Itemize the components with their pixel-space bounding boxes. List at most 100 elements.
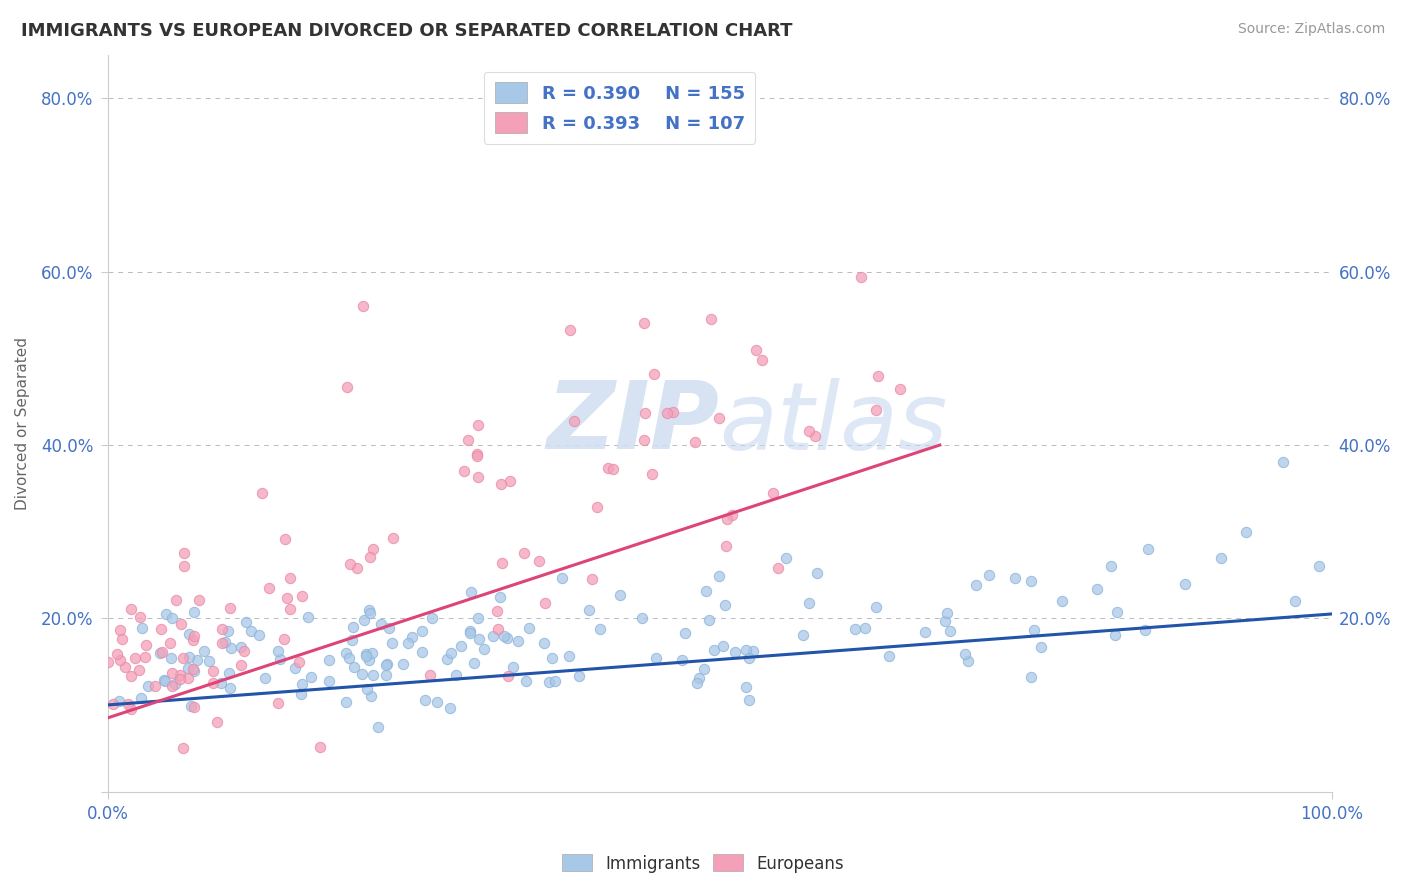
Point	[159, 636, 181, 650]
Point	[180, 699, 202, 714]
Point	[183, 606, 205, 620]
Point	[335, 646, 357, 660]
Point	[160, 666, 183, 681]
Point	[274, 532, 297, 546]
Point	[129, 610, 152, 624]
Point	[247, 628, 270, 642]
Point	[170, 616, 193, 631]
Point	[935, 607, 957, 621]
Point	[589, 622, 612, 636]
Point	[1107, 605, 1129, 619]
Point	[506, 633, 529, 648]
Point	[108, 694, 131, 708]
Point	[353, 613, 375, 627]
Point	[342, 620, 364, 634]
Point	[367, 721, 389, 735]
Point	[491, 557, 513, 571]
Point	[183, 665, 205, 679]
Point	[643, 367, 665, 381]
Point	[103, 697, 125, 711]
Point	[160, 679, 183, 693]
Point	[581, 572, 603, 586]
Point	[120, 669, 142, 683]
Point	[155, 607, 177, 621]
Point	[211, 622, 233, 636]
Point	[177, 672, 200, 686]
Point	[149, 646, 172, 660]
Point	[879, 649, 901, 664]
Point	[1031, 640, 1053, 655]
Point	[392, 657, 415, 671]
Point	[742, 644, 765, 658]
Point	[633, 317, 655, 331]
Point	[641, 467, 664, 481]
Point	[458, 624, 481, 638]
Point	[211, 636, 233, 650]
Point	[707, 569, 730, 583]
Point	[153, 674, 176, 689]
Point	[533, 636, 555, 650]
Point	[183, 629, 205, 643]
Point	[700, 312, 723, 326]
Point	[1133, 624, 1156, 638]
Point	[202, 665, 225, 679]
Point	[1085, 582, 1108, 596]
Point	[544, 674, 567, 689]
Point	[914, 625, 936, 640]
Point	[290, 677, 312, 691]
Point	[173, 546, 195, 560]
Point	[229, 657, 252, 672]
Point	[335, 695, 357, 709]
Point	[460, 626, 482, 640]
Point	[644, 651, 666, 665]
Point	[683, 434, 706, 449]
Point	[346, 561, 368, 575]
Point	[352, 299, 374, 313]
Point	[235, 615, 257, 630]
Point	[724, 645, 747, 659]
Point	[375, 657, 398, 672]
Point	[737, 650, 759, 665]
Point	[496, 631, 519, 645]
Point	[537, 674, 560, 689]
Point	[124, 651, 146, 665]
Point	[183, 699, 205, 714]
Point	[186, 653, 208, 667]
Point	[150, 622, 173, 636]
Point	[336, 380, 359, 394]
Point	[354, 647, 377, 661]
Point	[560, 323, 582, 337]
Point	[630, 611, 652, 625]
Point	[202, 675, 225, 690]
Point	[343, 660, 366, 674]
Point	[254, 671, 277, 685]
Point	[153, 673, 176, 688]
Point	[193, 644, 215, 658]
Point	[114, 660, 136, 674]
Point	[844, 622, 866, 636]
Point	[342, 633, 364, 648]
Point	[361, 541, 384, 556]
Point	[252, 486, 274, 500]
Point	[354, 649, 377, 664]
Point	[1284, 594, 1306, 608]
Point	[426, 695, 449, 709]
Point	[177, 661, 200, 675]
Point	[239, 624, 262, 638]
Point	[707, 411, 730, 425]
Point	[1308, 559, 1330, 574]
Point	[697, 613, 720, 627]
Point	[738, 693, 761, 707]
Point	[499, 474, 522, 488]
Point	[97, 655, 120, 669]
Point	[1234, 524, 1257, 539]
Point	[527, 554, 550, 568]
Point	[120, 702, 142, 716]
Point	[713, 599, 735, 613]
Point	[934, 614, 956, 628]
Point	[436, 652, 458, 666]
Point	[411, 645, 433, 659]
Point	[465, 447, 488, 461]
Point	[491, 477, 513, 491]
Point	[382, 531, 405, 545]
